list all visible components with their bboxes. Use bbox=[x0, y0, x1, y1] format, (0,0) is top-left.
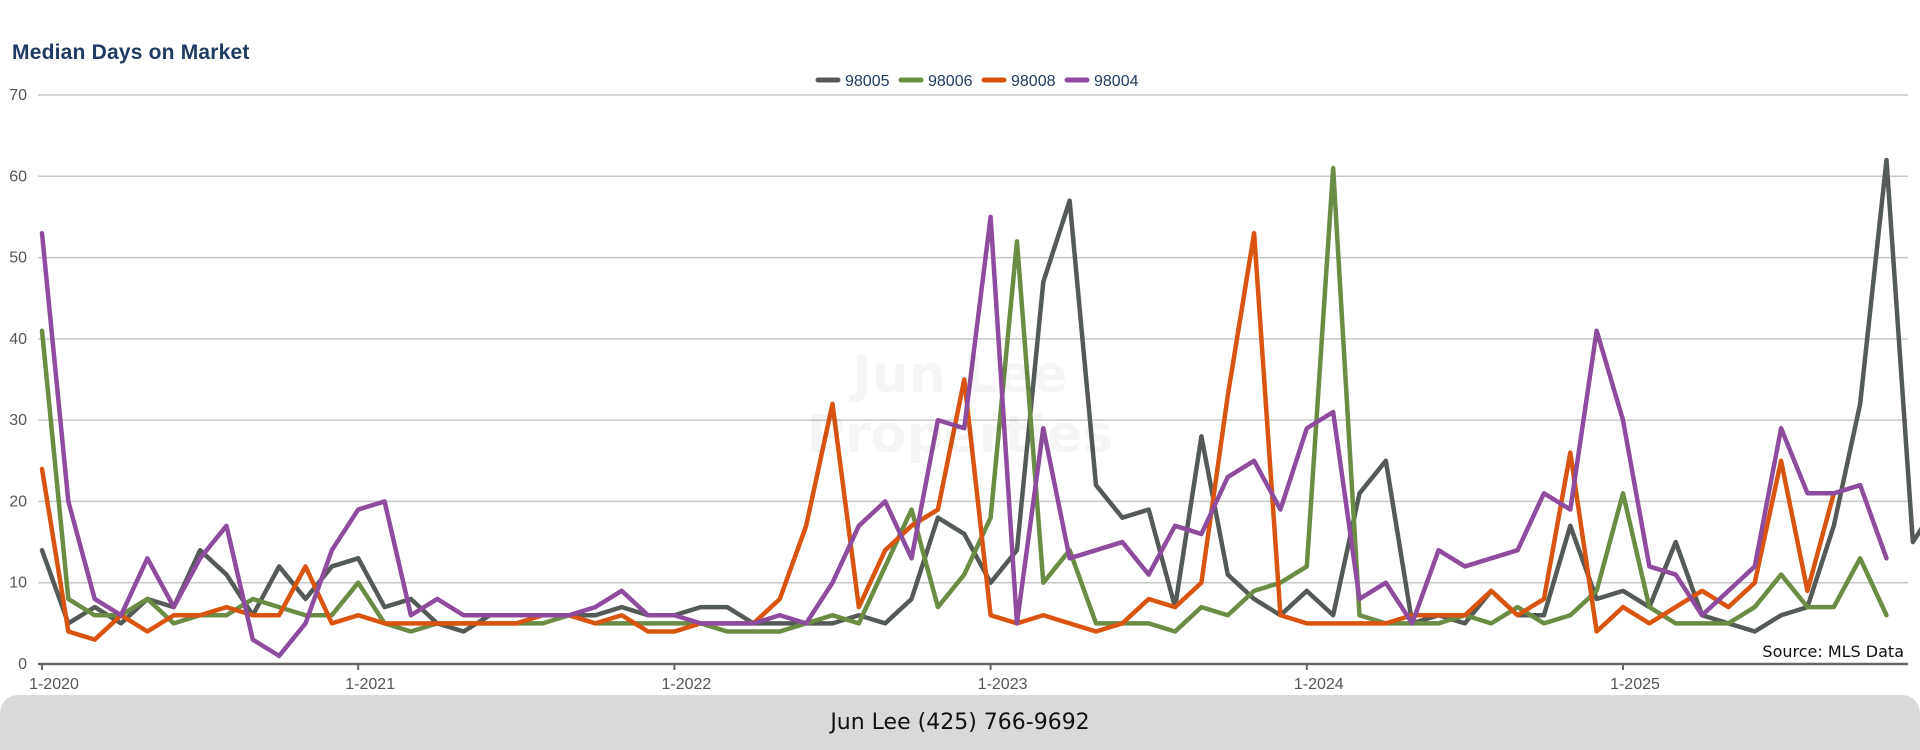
chart-title: Median Days on Market bbox=[12, 41, 250, 64]
y-tick-label: 70 bbox=[9, 87, 27, 104]
series-line-98008 bbox=[39, 230, 1837, 642]
y-tick-label: 10 bbox=[9, 575, 27, 592]
y-tick-label: 50 bbox=[9, 250, 27, 267]
legend-label-98006: 98006 bbox=[928, 73, 973, 90]
y-tick-label: 30 bbox=[9, 412, 27, 429]
x-tick-label: 1-2024 bbox=[1294, 676, 1344, 693]
x-tick-label: 1-2022 bbox=[661, 676, 711, 693]
x-tick-label: 1-2023 bbox=[978, 676, 1028, 693]
series-line-98006 bbox=[39, 165, 1889, 634]
series-line-98004 bbox=[39, 214, 1889, 659]
x-tick-label: 1-2025 bbox=[1610, 676, 1660, 693]
source-note: Source: MLS Data bbox=[1762, 642, 1904, 661]
y-tick-label: 40 bbox=[9, 331, 27, 348]
y-tick-label: 60 bbox=[9, 168, 27, 185]
x-tick-label: 1-2021 bbox=[345, 676, 395, 693]
y-tick-label: 20 bbox=[9, 493, 27, 510]
line-chart: 0 10 20 30 40 50 60 70 1-2020 1-2021 1-2022 1-2023 1… bbox=[9, 73, 1920, 693]
x-tick-label: 1-2020 bbox=[29, 676, 79, 693]
legend-label-98005: 98005 bbox=[845, 73, 890, 90]
footer-bar: Jun Lee (425) 766-9692 bbox=[0, 695, 1920, 750]
legend-label-98008: 98008 bbox=[1011, 73, 1056, 90]
legend-label-98004: 98004 bbox=[1094, 73, 1139, 90]
series-line-98005 bbox=[39, 157, 1920, 634]
footer-contact: Jun Lee (425) 766-9692 bbox=[830, 710, 1090, 735]
y-tick-label: 0 bbox=[18, 656, 27, 673]
